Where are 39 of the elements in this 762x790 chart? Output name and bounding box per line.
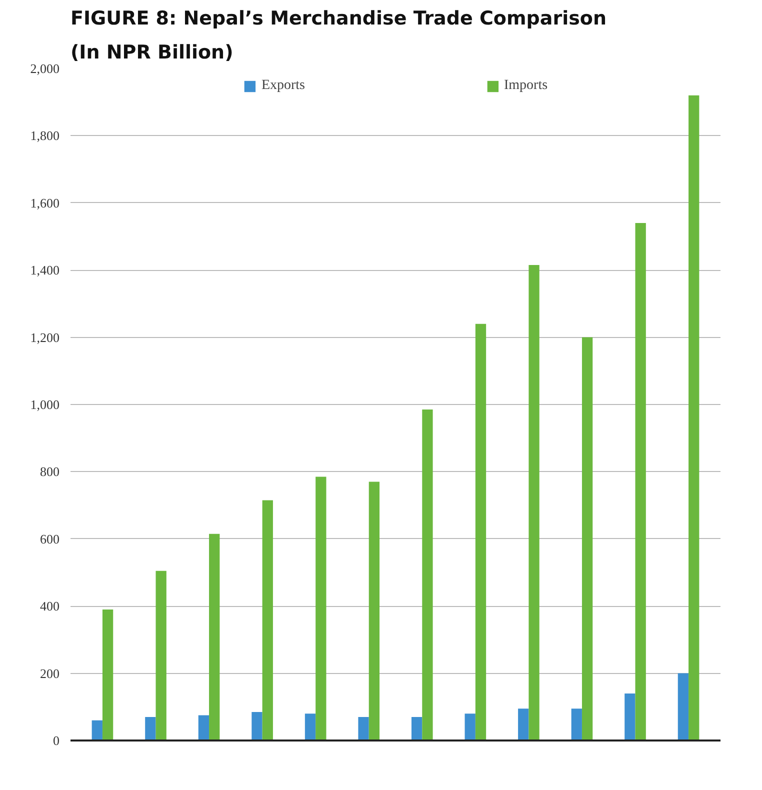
y-tick-label: 0	[53, 733, 60, 748]
bar	[582, 337, 593, 740]
bar	[198, 715, 210, 740]
bar	[678, 673, 689, 740]
y-tick-label: 1,200	[30, 330, 60, 345]
chart-subtitle: (In NPR Billion)	[70, 42, 234, 64]
bar	[304, 714, 316, 740]
bar	[368, 482, 380, 740]
legend-label: Exports	[261, 78, 305, 94]
bar	[518, 708, 529, 740]
y-tick-label: 200	[40, 666, 60, 681]
bar	[475, 324, 486, 740]
y-tick-label: 1,400	[30, 262, 60, 278]
bar	[635, 223, 646, 740]
bar	[92, 720, 102, 740]
y-tick-label: 600	[40, 531, 60, 546]
chart-title: FIGURE 8: Nepal’s Merchandise Trade Comparison	[70, 8, 606, 30]
legend-label: Imports	[504, 78, 548, 94]
bar	[411, 716, 422, 740]
y-tick-label: 400	[40, 598, 60, 614]
y-tick-label: 1,600	[30, 195, 60, 210]
bar	[358, 716, 369, 740]
bar	[624, 693, 636, 740]
bar	[145, 716, 156, 740]
bar	[571, 708, 582, 740]
bar	[156, 570, 166, 740]
y-tick-label: 2,000	[30, 61, 60, 76]
bar	[422, 410, 433, 740]
bar	[688, 95, 700, 740]
bar	[528, 265, 540, 740]
bar	[262, 500, 273, 740]
bar	[316, 476, 326, 740]
bar	[102, 609, 114, 740]
bar	[252, 712, 262, 740]
bar	[464, 714, 476, 740]
y-tick-label: 1,800	[30, 128, 60, 144]
y-tick-label: 1,000	[30, 397, 60, 412]
y-tick-label: 800	[40, 464, 60, 480]
bar	[209, 534, 220, 740]
